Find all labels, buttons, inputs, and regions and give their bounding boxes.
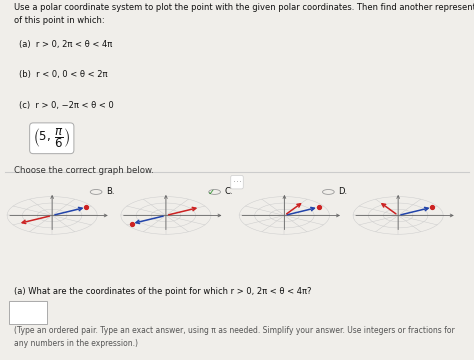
Text: (a) What are the coordinates of the point for which r > 0, 2π < θ < 4π?: (a) What are the coordinates of the poin… [14, 287, 312, 296]
Text: $\left(5,\,\dfrac{\pi}{6}\right)$: $\left(5,\,\dfrac{\pi}{6}\right)$ [33, 126, 70, 150]
Text: (b)  r < 0, 0 < θ < 2π: (b) r < 0, 0 < θ < 2π [19, 71, 108, 79]
FancyBboxPatch shape [9, 301, 47, 324]
Text: (c)  r > 0, −2π < θ < 0: (c) r > 0, −2π < θ < 0 [19, 101, 114, 110]
Text: D.: D. [338, 188, 347, 197]
Text: (a)  r > 0, 2π < θ < 4π: (a) r > 0, 2π < θ < 4π [19, 40, 112, 49]
Text: C.: C. [225, 188, 233, 197]
Text: ···: ··· [233, 177, 241, 187]
Text: Choose the correct graph below.: Choose the correct graph below. [14, 166, 154, 175]
Text: Use a polar coordinate system to plot the point with the given polar coordinates: Use a polar coordinate system to plot th… [14, 3, 474, 25]
Text: (Type an ordered pair. Type an exact answer, using π as needed. Simplify your an: (Type an ordered pair. Type an exact ans… [14, 326, 455, 348]
Text: ✓: ✓ [208, 188, 215, 197]
Text: B.: B. [106, 188, 115, 197]
